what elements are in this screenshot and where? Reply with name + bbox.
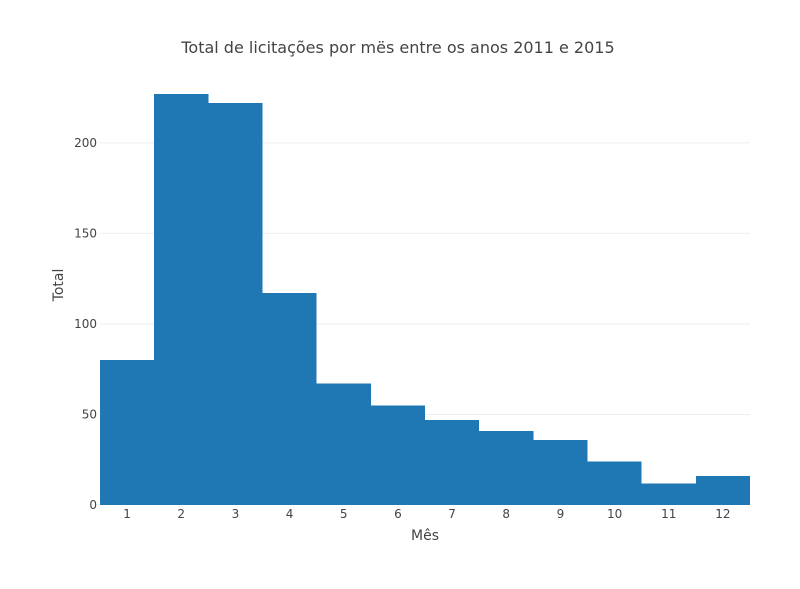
x-tick-label: 8	[502, 507, 510, 521]
bar-month-11[interactable]	[641, 483, 696, 505]
x-tick-label: 10	[607, 507, 622, 521]
x-tick-label: 1	[123, 507, 131, 521]
bar-month-10[interactable]	[587, 461, 642, 505]
y-axis-ticks: 0 50 100 150 200	[74, 136, 97, 512]
x-tick-label: 5	[340, 507, 348, 521]
bar-month-8[interactable]	[479, 430, 534, 505]
x-tick-label: 7	[448, 507, 456, 521]
bar-month-7[interactable]	[425, 419, 480, 505]
x-tick-label: 4	[286, 507, 294, 521]
bar-month-1[interactable]	[100, 360, 155, 505]
x-tick-label: 9	[557, 507, 565, 521]
bar-month-2[interactable]	[154, 93, 209, 505]
y-tick-label: 150	[74, 226, 97, 240]
y-tick-label: 100	[74, 317, 97, 331]
bar-month-3[interactable]	[208, 102, 263, 505]
x-axis-ticks: 1 2 3 4 5 6 7 8 9 10 11 12	[123, 507, 730, 521]
x-tick-label: 6	[394, 507, 402, 521]
bar-month-9[interactable]	[533, 439, 588, 505]
bar-month-12[interactable]	[695, 476, 750, 505]
x-axis-title: Mês	[411, 528, 439, 544]
y-tick-label: 0	[89, 498, 97, 512]
x-tick-label: 2	[177, 507, 185, 521]
x-tick-label: 11	[661, 507, 676, 521]
y-tick-label: 200	[74, 136, 97, 150]
chart-title: Total de licitações por mës entre os ano…	[180, 38, 614, 57]
bar-month-5[interactable]	[316, 383, 371, 505]
y-axis-title: Total	[51, 269, 67, 303]
x-tick-label: 3	[232, 507, 240, 521]
bar-month-4[interactable]	[262, 293, 317, 505]
bars	[100, 93, 750, 505]
bar-month-6[interactable]	[370, 405, 425, 505]
y-tick-label: 50	[82, 407, 97, 421]
x-tick-label: 12	[715, 507, 730, 521]
